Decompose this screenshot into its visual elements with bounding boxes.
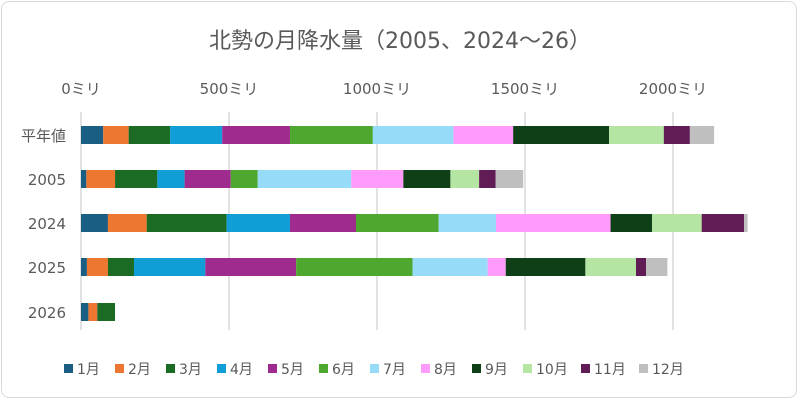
bar-segment [505, 258, 586, 276]
bar-segment [479, 170, 496, 188]
bar-segment [450, 170, 480, 188]
legend-swatch [166, 364, 175, 373]
legend-label: 10月 [536, 362, 568, 378]
y-category-label: 2005 [28, 171, 66, 189]
bar-segment [663, 126, 690, 144]
x-tick-label: 0ミリ [61, 80, 101, 98]
bar-segment [412, 258, 488, 276]
legend-swatch [421, 364, 430, 373]
bar-segment [296, 258, 413, 276]
legend-swatch [217, 364, 226, 373]
legend-label: 6月 [332, 362, 355, 378]
legend-label: 3月 [179, 362, 202, 378]
bar-segment [487, 258, 506, 276]
bar-segment [81, 258, 87, 276]
y-category-label: 2024 [28, 215, 66, 233]
y-category-label: 2026 [28, 304, 66, 322]
legend-swatch [370, 364, 379, 373]
bar-segment [351, 170, 404, 188]
bar-segment [107, 214, 147, 232]
legend-label: 2月 [128, 362, 151, 378]
bar-segment [103, 126, 129, 144]
x-tick-label: 1500ミリ [491, 80, 559, 98]
legend-swatch [472, 364, 481, 373]
legend-label: 7月 [383, 362, 406, 378]
bar-segment [184, 170, 231, 188]
bar-segment [636, 258, 647, 276]
bar-segment [495, 170, 524, 188]
bar-segment [88, 303, 98, 321]
x-tick-label: 2000ミリ [639, 80, 707, 98]
bar-segment [86, 258, 108, 276]
bar-segment [438, 214, 496, 232]
legend-swatch [523, 364, 532, 373]
bar-segment [453, 126, 514, 144]
bar-segment [289, 126, 373, 144]
bar-segment [97, 303, 116, 321]
legend-swatch [639, 364, 648, 373]
bar-segment [81, 126, 104, 144]
legend-swatch [268, 364, 277, 373]
bar-segment [226, 214, 290, 232]
legend-label: 9月 [485, 362, 508, 378]
bar-segment [289, 214, 356, 232]
bar-segment [372, 126, 454, 144]
legend-swatch [115, 364, 124, 373]
bar-segment [230, 170, 258, 188]
bar-segment [170, 126, 223, 144]
y-category-label: 平年値 [21, 127, 66, 145]
legend-label: 11月 [594, 362, 626, 378]
bar-segment [222, 126, 290, 144]
legend-label: 12月 [652, 362, 684, 378]
bar-segment [157, 170, 185, 188]
x-tick-label: 1000ミリ [343, 80, 411, 98]
legend-swatch [581, 364, 590, 373]
chart-title: 北勢の月降水量（2005、2024～26） [209, 29, 591, 54]
bar-segment [107, 258, 134, 276]
bar-segment [513, 126, 610, 144]
legend-swatch [64, 364, 73, 373]
legend-label: 4月 [230, 362, 253, 378]
bar-segment [115, 170, 158, 188]
bar-segment [609, 126, 664, 144]
bar-segment [81, 214, 108, 232]
bar-segment [355, 214, 439, 232]
x-tick-label: 500ミリ [200, 80, 259, 98]
legend-label: 8月 [434, 362, 457, 378]
legend-swatch [319, 364, 328, 373]
bar-segment [205, 258, 297, 276]
bar-segment [403, 170, 451, 188]
y-category-label: 2025 [28, 259, 66, 277]
legend-label: 1月 [77, 362, 100, 378]
bar-segment [257, 170, 352, 188]
bar-segment [744, 214, 748, 232]
bar-segment [81, 170, 87, 188]
bar-segment [701, 214, 745, 232]
legend-label: 5月 [281, 362, 304, 378]
bar-segment [689, 126, 715, 144]
bar-segment [133, 258, 206, 276]
bar-segment [128, 126, 171, 144]
bar-segment [146, 214, 227, 232]
bar-segment [585, 258, 636, 276]
bar-segment [646, 258, 668, 276]
bar-segment [81, 303, 89, 321]
bar-segment [651, 214, 702, 232]
bar-segment [495, 214, 611, 232]
bar-segment [86, 170, 116, 188]
bar-segment [610, 214, 652, 232]
